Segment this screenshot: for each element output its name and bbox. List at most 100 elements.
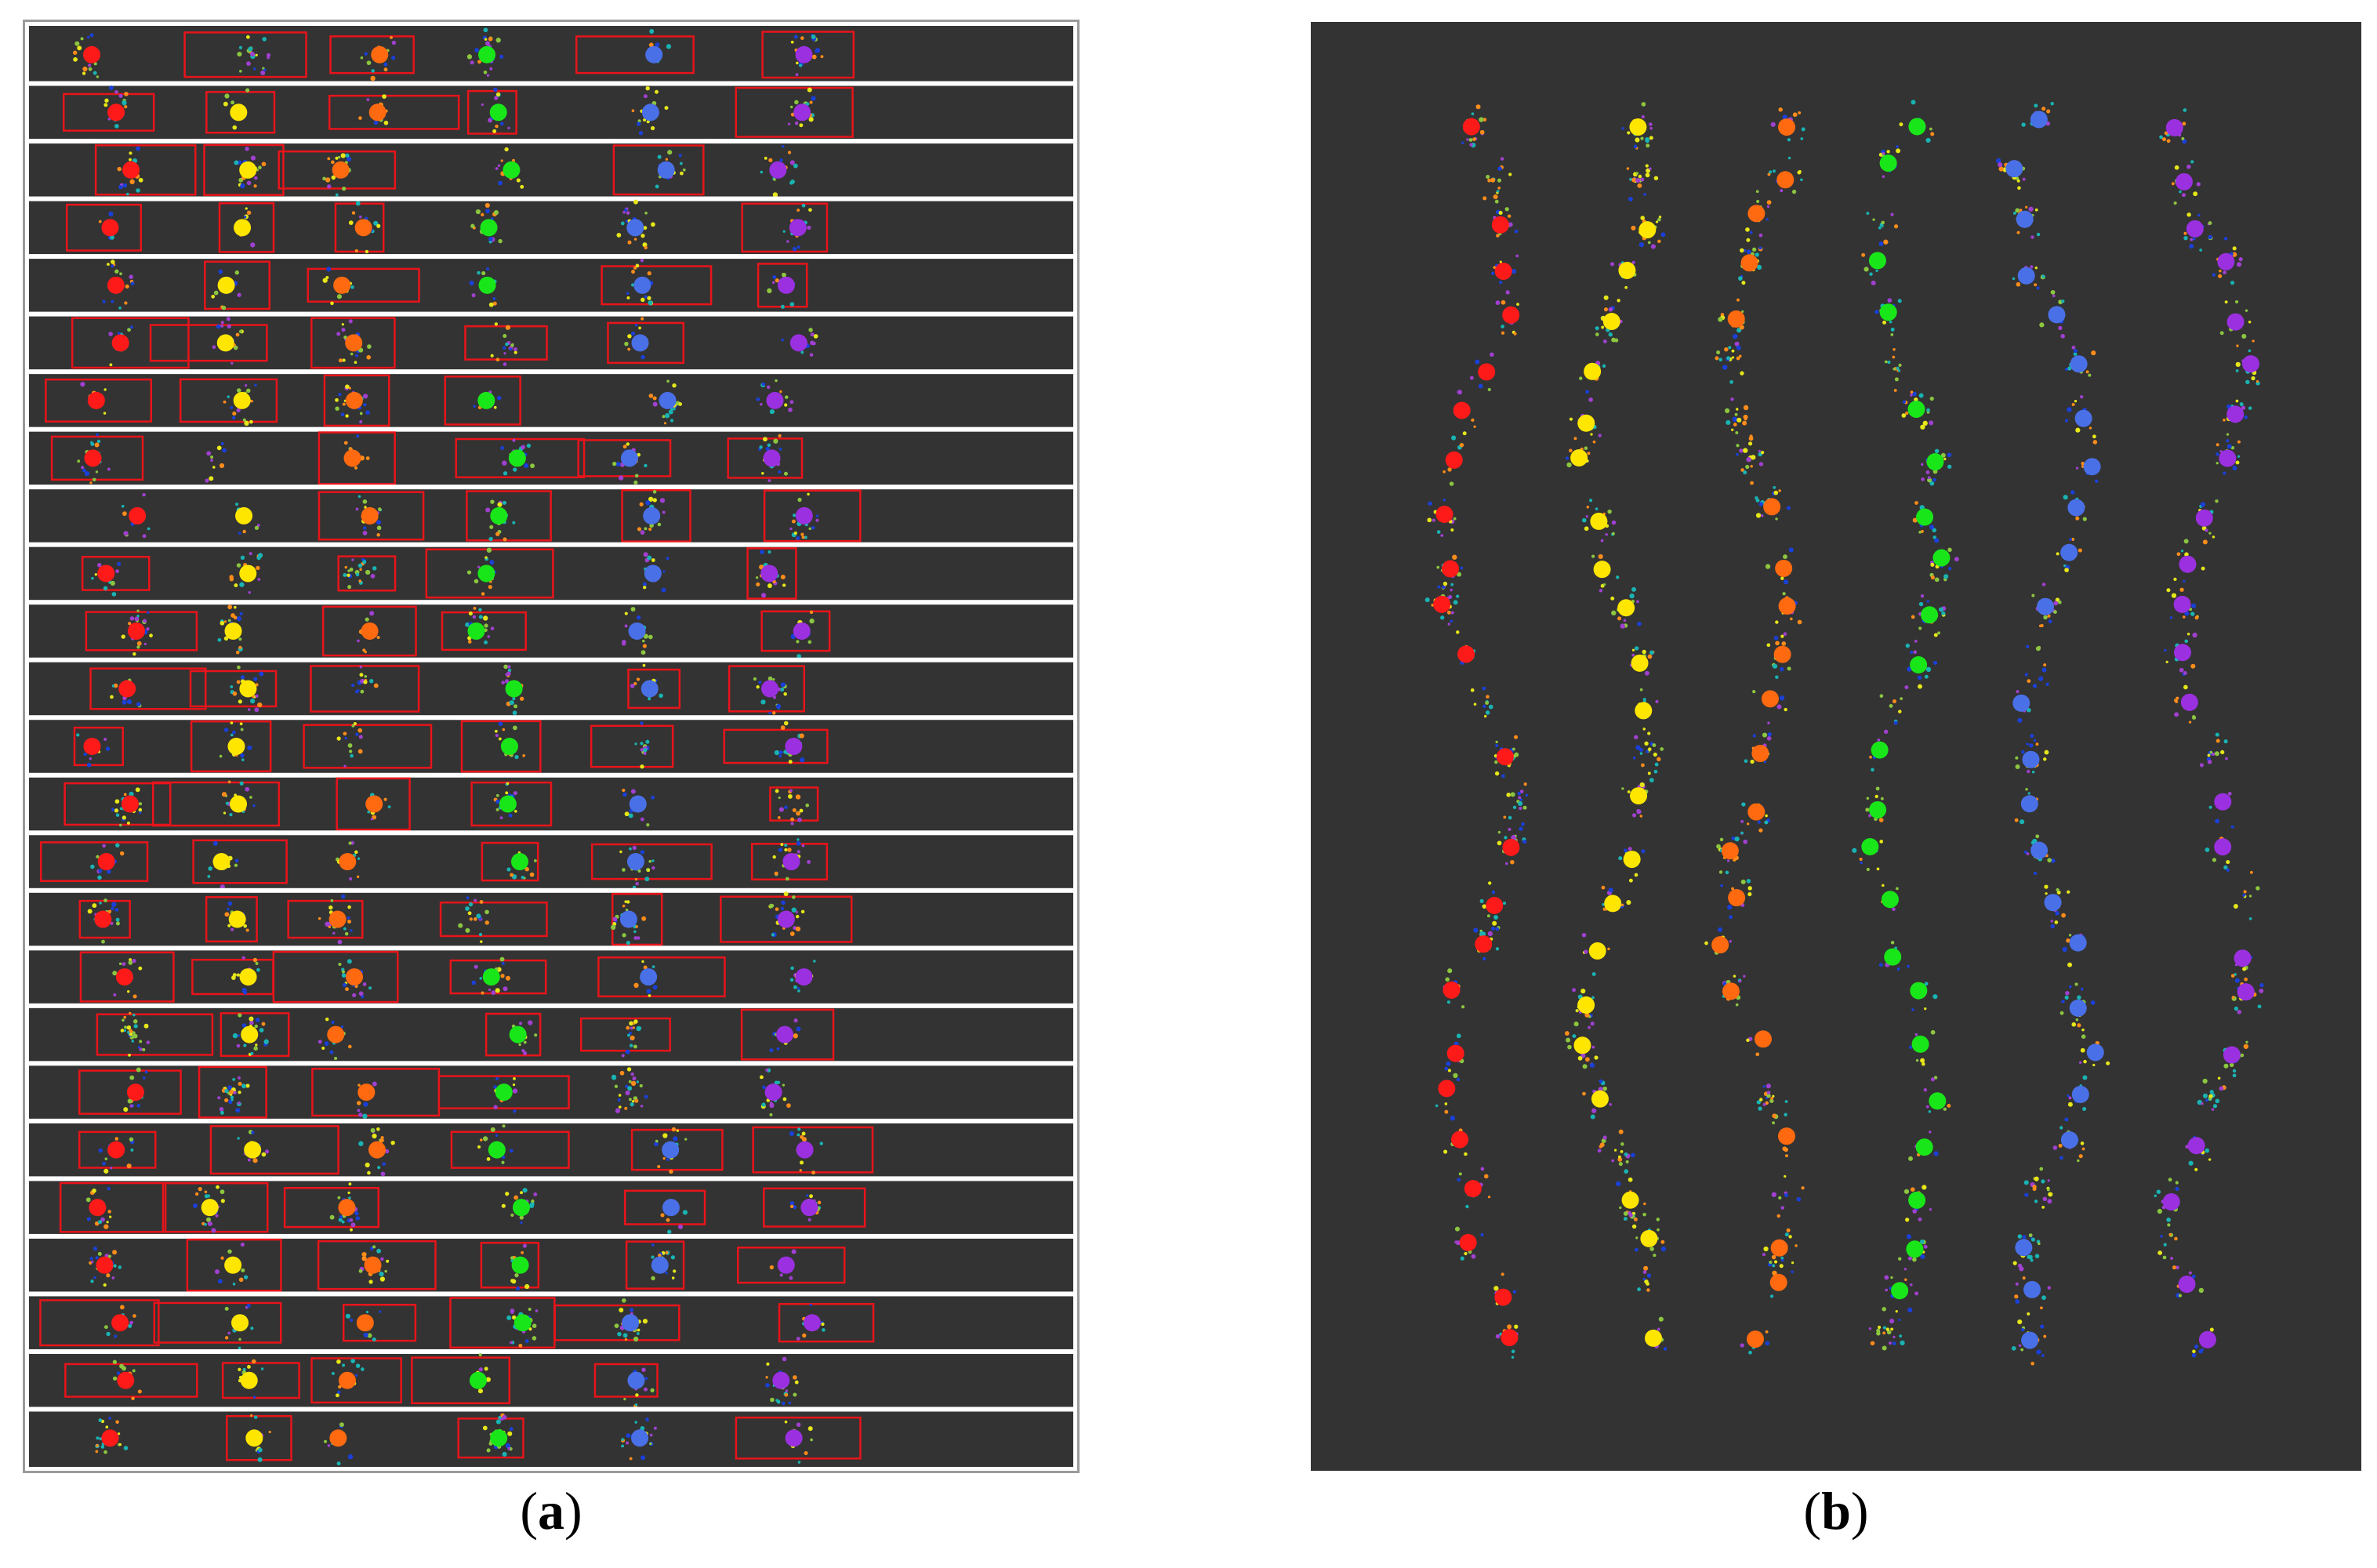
noise-point xyxy=(1649,122,1653,126)
noise-point xyxy=(615,461,621,467)
noise-point xyxy=(238,1102,241,1105)
noise-point xyxy=(1485,710,1490,715)
noise-point xyxy=(1734,412,1738,416)
noise-point xyxy=(813,960,816,963)
noise-point xyxy=(670,419,674,423)
noise-point xyxy=(238,329,243,333)
noise-point xyxy=(626,1441,630,1445)
noise-point xyxy=(760,403,763,406)
noise-point xyxy=(1631,177,1636,183)
noise-point xyxy=(142,534,147,539)
noise-point xyxy=(1497,178,1502,183)
noise-point xyxy=(1775,641,1780,646)
noise-point xyxy=(1937,631,1940,635)
plant-center xyxy=(1711,936,1729,954)
noise-point xyxy=(1758,502,1764,506)
noise-point xyxy=(622,904,626,908)
plant-center xyxy=(777,910,795,928)
noise-point xyxy=(1758,449,1761,453)
noise-point xyxy=(819,1142,823,1145)
bounding-box xyxy=(278,150,397,190)
noise-point xyxy=(1507,1324,1512,1330)
noise-point xyxy=(2031,593,2035,597)
noise-point xyxy=(103,412,107,415)
noise-point xyxy=(1595,326,1599,331)
noise-point xyxy=(1932,535,1936,539)
noise-point xyxy=(1752,247,1757,252)
noise-point xyxy=(498,180,503,186)
noise-point xyxy=(1601,885,1606,890)
noise-point xyxy=(1893,720,1898,725)
noise-point xyxy=(1575,1009,1579,1013)
noise-point xyxy=(642,582,647,586)
noise-point xyxy=(339,1422,344,1428)
noise-point xyxy=(237,388,241,393)
noise-point xyxy=(786,1103,791,1108)
noise-point xyxy=(1865,808,1870,812)
noise-point xyxy=(793,1205,797,1210)
noise-point xyxy=(652,396,657,401)
noise-point xyxy=(467,911,472,916)
noise-point xyxy=(338,358,343,363)
noise-point xyxy=(194,1192,199,1196)
noise-point xyxy=(232,411,237,416)
noise-point xyxy=(1581,517,1587,523)
noise-point xyxy=(623,1397,626,1401)
plant-center xyxy=(469,1371,487,1389)
noise-point xyxy=(230,613,235,618)
noise-point xyxy=(129,1104,133,1108)
noise-point xyxy=(1929,1207,1932,1211)
noise-point xyxy=(647,869,651,873)
noise-point xyxy=(1523,782,1527,786)
noise-point xyxy=(499,122,504,126)
noise-point xyxy=(528,1308,532,1312)
noise-point xyxy=(1716,844,1721,849)
noise-point xyxy=(136,702,141,707)
noise-point xyxy=(1745,464,1750,470)
noise-point xyxy=(258,1447,263,1453)
noise-point xyxy=(139,1040,143,1044)
noise-point xyxy=(370,75,376,82)
noise-point xyxy=(383,62,388,67)
plant-center xyxy=(1635,702,1653,720)
noise-point xyxy=(495,1134,499,1138)
noise-point xyxy=(227,619,231,622)
noise-point xyxy=(1645,172,1650,178)
noise-point xyxy=(1640,216,1646,220)
noise-point xyxy=(340,153,346,158)
noise-point xyxy=(250,242,256,248)
noise-point xyxy=(224,1336,229,1340)
noise-point xyxy=(1608,307,1613,312)
noise-point xyxy=(204,1194,209,1199)
noise-point xyxy=(354,466,358,470)
plant-center xyxy=(97,564,115,583)
noise-point xyxy=(474,579,479,584)
noise-point xyxy=(1791,1261,1795,1265)
noise-point xyxy=(643,226,648,230)
noise-point xyxy=(760,699,766,705)
noise-point xyxy=(1513,332,1517,336)
noise-point xyxy=(255,1044,258,1047)
noise-point xyxy=(1584,1057,1590,1062)
noise-point xyxy=(773,438,778,444)
noise-point xyxy=(667,150,673,155)
noise-point xyxy=(97,563,102,568)
noise-point xyxy=(143,642,147,645)
noise-point xyxy=(807,859,811,864)
noise-point xyxy=(1512,805,1517,809)
noise-point xyxy=(1464,1251,1468,1256)
noise-point xyxy=(778,754,782,758)
bounding-box xyxy=(553,1304,680,1341)
noise-point xyxy=(123,793,127,797)
noise-point xyxy=(495,988,500,993)
noise-points xyxy=(1626,164,1659,201)
noise-point xyxy=(133,1024,138,1029)
noise-point xyxy=(2041,583,2046,586)
noise-point xyxy=(1510,859,1515,865)
noise-point xyxy=(132,994,137,999)
noise-point xyxy=(1585,390,1590,394)
noise-point xyxy=(1727,905,1733,910)
noise-point xyxy=(1511,1356,1515,1359)
noise-point xyxy=(139,811,142,815)
noise-point xyxy=(1599,1079,1603,1083)
